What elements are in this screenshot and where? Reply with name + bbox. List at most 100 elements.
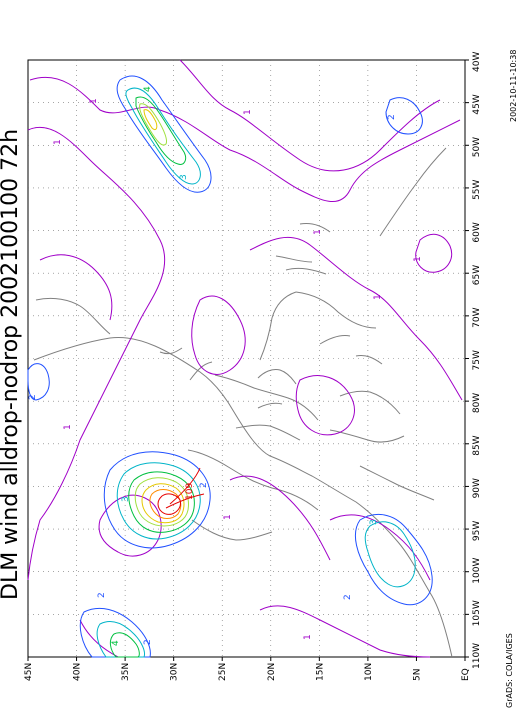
longitude-label: 65W <box>472 265 482 285</box>
latitude-label: 25N <box>218 663 228 681</box>
coastline-path <box>257 402 283 409</box>
wind-contour-line <box>191 295 246 375</box>
map-title: DLM wind alldrop-nodrop 2002100100 72h <box>0 129 23 600</box>
wind-contour-line <box>96 621 145 658</box>
contour-value-label: 4 <box>111 640 121 646</box>
credit-label: GrADS: COLA/IGES <box>505 633 514 708</box>
tick-marks <box>27 59 469 661</box>
wind-contour-line <box>98 494 162 557</box>
coastline-path <box>319 335 383 365</box>
latitude-label: 30N <box>170 663 180 681</box>
wind-contour-line <box>27 126 166 581</box>
coastline-path <box>159 347 213 381</box>
coastline-path <box>275 255 327 275</box>
wind-contour-line <box>39 254 113 321</box>
contour-value-label: 2 <box>343 594 353 600</box>
contour-value-label: 2 <box>143 639 153 645</box>
coastline-path <box>379 147 447 237</box>
longitude-label: 110W <box>472 643 482 669</box>
longitude-label: 45W <box>472 94 482 114</box>
contour-value-label: 1 <box>413 256 423 262</box>
wind-contour-line <box>229 475 331 561</box>
coastline-path <box>295 291 377 329</box>
wind-contour-line <box>143 109 158 131</box>
wind-contour-line <box>139 103 167 146</box>
latitude-label: 10N <box>364 663 374 681</box>
wind-contour-line <box>329 514 431 581</box>
latitude-label: 35N <box>121 663 131 681</box>
latitude-label: 15N <box>315 663 325 681</box>
contour-value-label: 1 <box>63 424 73 430</box>
coastline-path <box>33 336 453 658</box>
contour-value-label: 1 <box>223 514 233 520</box>
latitude-label: 45N <box>24 663 34 681</box>
coastline-path <box>259 291 297 361</box>
wind-contour-line <box>103 451 211 549</box>
coastline-path <box>35 297 111 335</box>
coastline-path <box>257 369 297 385</box>
contour-max-label: 109 <box>185 483 195 500</box>
contour-value-label: 2 <box>387 114 397 120</box>
grid-lines <box>28 60 465 657</box>
wind-contours: 1 1 1 1 1 1 1 1 1 2 2 2 2 2 3 3 3 4 4 2 109 <box>27 59 463 658</box>
longitude-label: 70W <box>472 307 482 327</box>
latitude-label: 20N <box>267 663 277 681</box>
wind-contour-line <box>165 467 205 509</box>
coastline-path <box>214 374 319 421</box>
wind-contour-line <box>249 236 463 401</box>
wind-contour-line <box>259 605 431 658</box>
coastline-path <box>299 223 331 233</box>
longitude-label: 50W <box>472 137 482 157</box>
longitude-label: 100W <box>472 558 482 584</box>
latitude-labels: 45N 40N 35N 30N 25N 20N 15N 10N 5N EQ <box>24 663 471 681</box>
contour-value-label: 1 <box>243 109 253 115</box>
contour-value-label: 2 <box>199 482 209 488</box>
wind-contour-line <box>128 471 195 533</box>
wind-contour-line <box>385 97 423 135</box>
coastline-path <box>187 449 319 511</box>
longitude-label: 105W <box>472 600 482 626</box>
contour-value-label: 1 <box>373 294 383 300</box>
wind-contour-line <box>109 632 140 658</box>
longitude-label: 60W <box>472 222 482 242</box>
wind-contour-line <box>116 462 201 540</box>
wind-contour-line <box>149 489 182 519</box>
wind-contour-line <box>134 477 189 527</box>
contour-value-label: 2 <box>97 592 107 598</box>
wind-contour-line <box>141 483 185 524</box>
contour-value-label: 1 <box>53 139 63 145</box>
latitude-label: 40N <box>73 663 83 681</box>
longitude-label: 85W <box>472 435 482 455</box>
wind-contour-line <box>364 521 416 588</box>
contour-value-label: 4 <box>143 86 153 92</box>
longitude-label: 90W <box>472 478 482 498</box>
wind-contour-line <box>295 375 355 436</box>
coastline <box>33 147 453 658</box>
coastline-path <box>339 390 401 415</box>
latitude-label: 5N <box>412 669 422 681</box>
contour-value-label: 1 <box>303 634 313 640</box>
contour-value-label: 2 <box>28 394 38 400</box>
longitude-label: 95W <box>472 521 482 541</box>
longitude-label: 75W <box>472 350 482 370</box>
wind-contour-line <box>179 59 441 172</box>
wind-contour-line <box>125 87 201 185</box>
contour-value-label: 1 <box>313 229 323 235</box>
contour-value-label: 3 <box>121 496 131 502</box>
latitude-label: EQ <box>461 668 471 681</box>
wind-contour-line <box>135 96 187 165</box>
wind-contour-line <box>355 513 433 606</box>
wind-contour-line <box>157 493 181 515</box>
wind-contour-line <box>27 363 50 401</box>
contour-value-label: 1 <box>89 98 99 104</box>
wind-contour-line <box>415 233 453 273</box>
contour-value-label: 3 <box>369 519 379 525</box>
wind-contour-line <box>116 75 212 193</box>
longitude-label: 80W <box>472 393 482 413</box>
wind-contour-line <box>29 76 461 203</box>
coastline-path <box>359 465 435 501</box>
longitude-label: 55W <box>472 179 482 199</box>
coastline-path <box>235 424 301 441</box>
contour-value-label: 3 <box>179 174 189 180</box>
